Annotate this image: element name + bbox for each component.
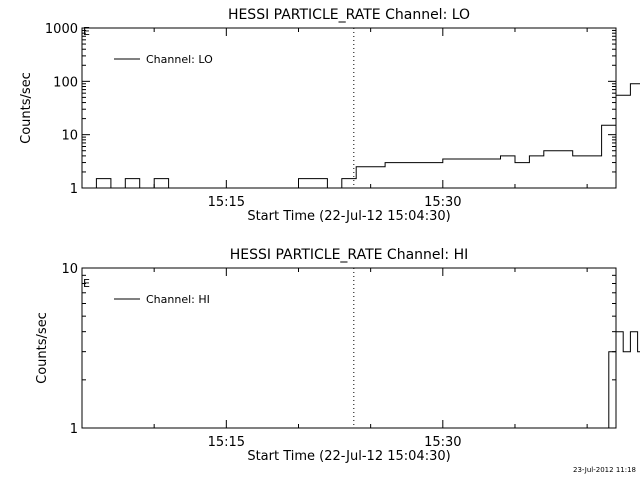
chart-title: HESSI PARTICLE_RATE Channel: LO bbox=[228, 7, 470, 23]
y-tick-label: 10 bbox=[61, 262, 78, 277]
x-tick-label: 15:30 bbox=[424, 195, 461, 210]
y-axis-label: Counts/sec bbox=[35, 312, 50, 384]
x-tick-label: 15:15 bbox=[208, 195, 245, 210]
series-line bbox=[82, 83, 640, 189]
legend-label: Channel: HI bbox=[146, 293, 210, 306]
x-axis-label: Start Time (22-Jul-12 15:04:30) bbox=[247, 209, 450, 224]
plot-frame bbox=[81, 27, 617, 189]
y-tick-label: 1000 bbox=[45, 22, 78, 37]
x-tick-label: 15:15 bbox=[208, 435, 245, 450]
chart-title: HESSI PARTICLE_RATE Channel: HI bbox=[230, 247, 468, 263]
left-edge-label: E bbox=[83, 277, 90, 290]
x-axis-label: Start Time (22-Jul-12 15:04:30) bbox=[247, 449, 450, 464]
y-tick-label: 1 bbox=[70, 422, 78, 437]
left-edge-label: E bbox=[83, 25, 90, 38]
y-tick-label: 1 bbox=[70, 182, 78, 197]
y-tick-label: 10 bbox=[61, 129, 78, 144]
chart-panel-2: HESSI PARTICLE_RATE Channel: HI 15:15 15:3… bbox=[35, 247, 640, 464]
y-axis-label: Counts/sec bbox=[19, 72, 34, 144]
chart-panel-1: HESSI PARTICLE_RATE Channel: LO 15:15 15:3… bbox=[19, 7, 640, 224]
x-tick-label: 15:30 bbox=[424, 435, 461, 450]
y-tick-label: 100 bbox=[53, 75, 78, 90]
legend-label: Channel: LO bbox=[146, 53, 213, 66]
series-line bbox=[558, 331, 640, 429]
footer-timestamp: 23-Jul-2012 11:18 bbox=[572, 466, 636, 474]
plot-frame bbox=[81, 267, 617, 429]
